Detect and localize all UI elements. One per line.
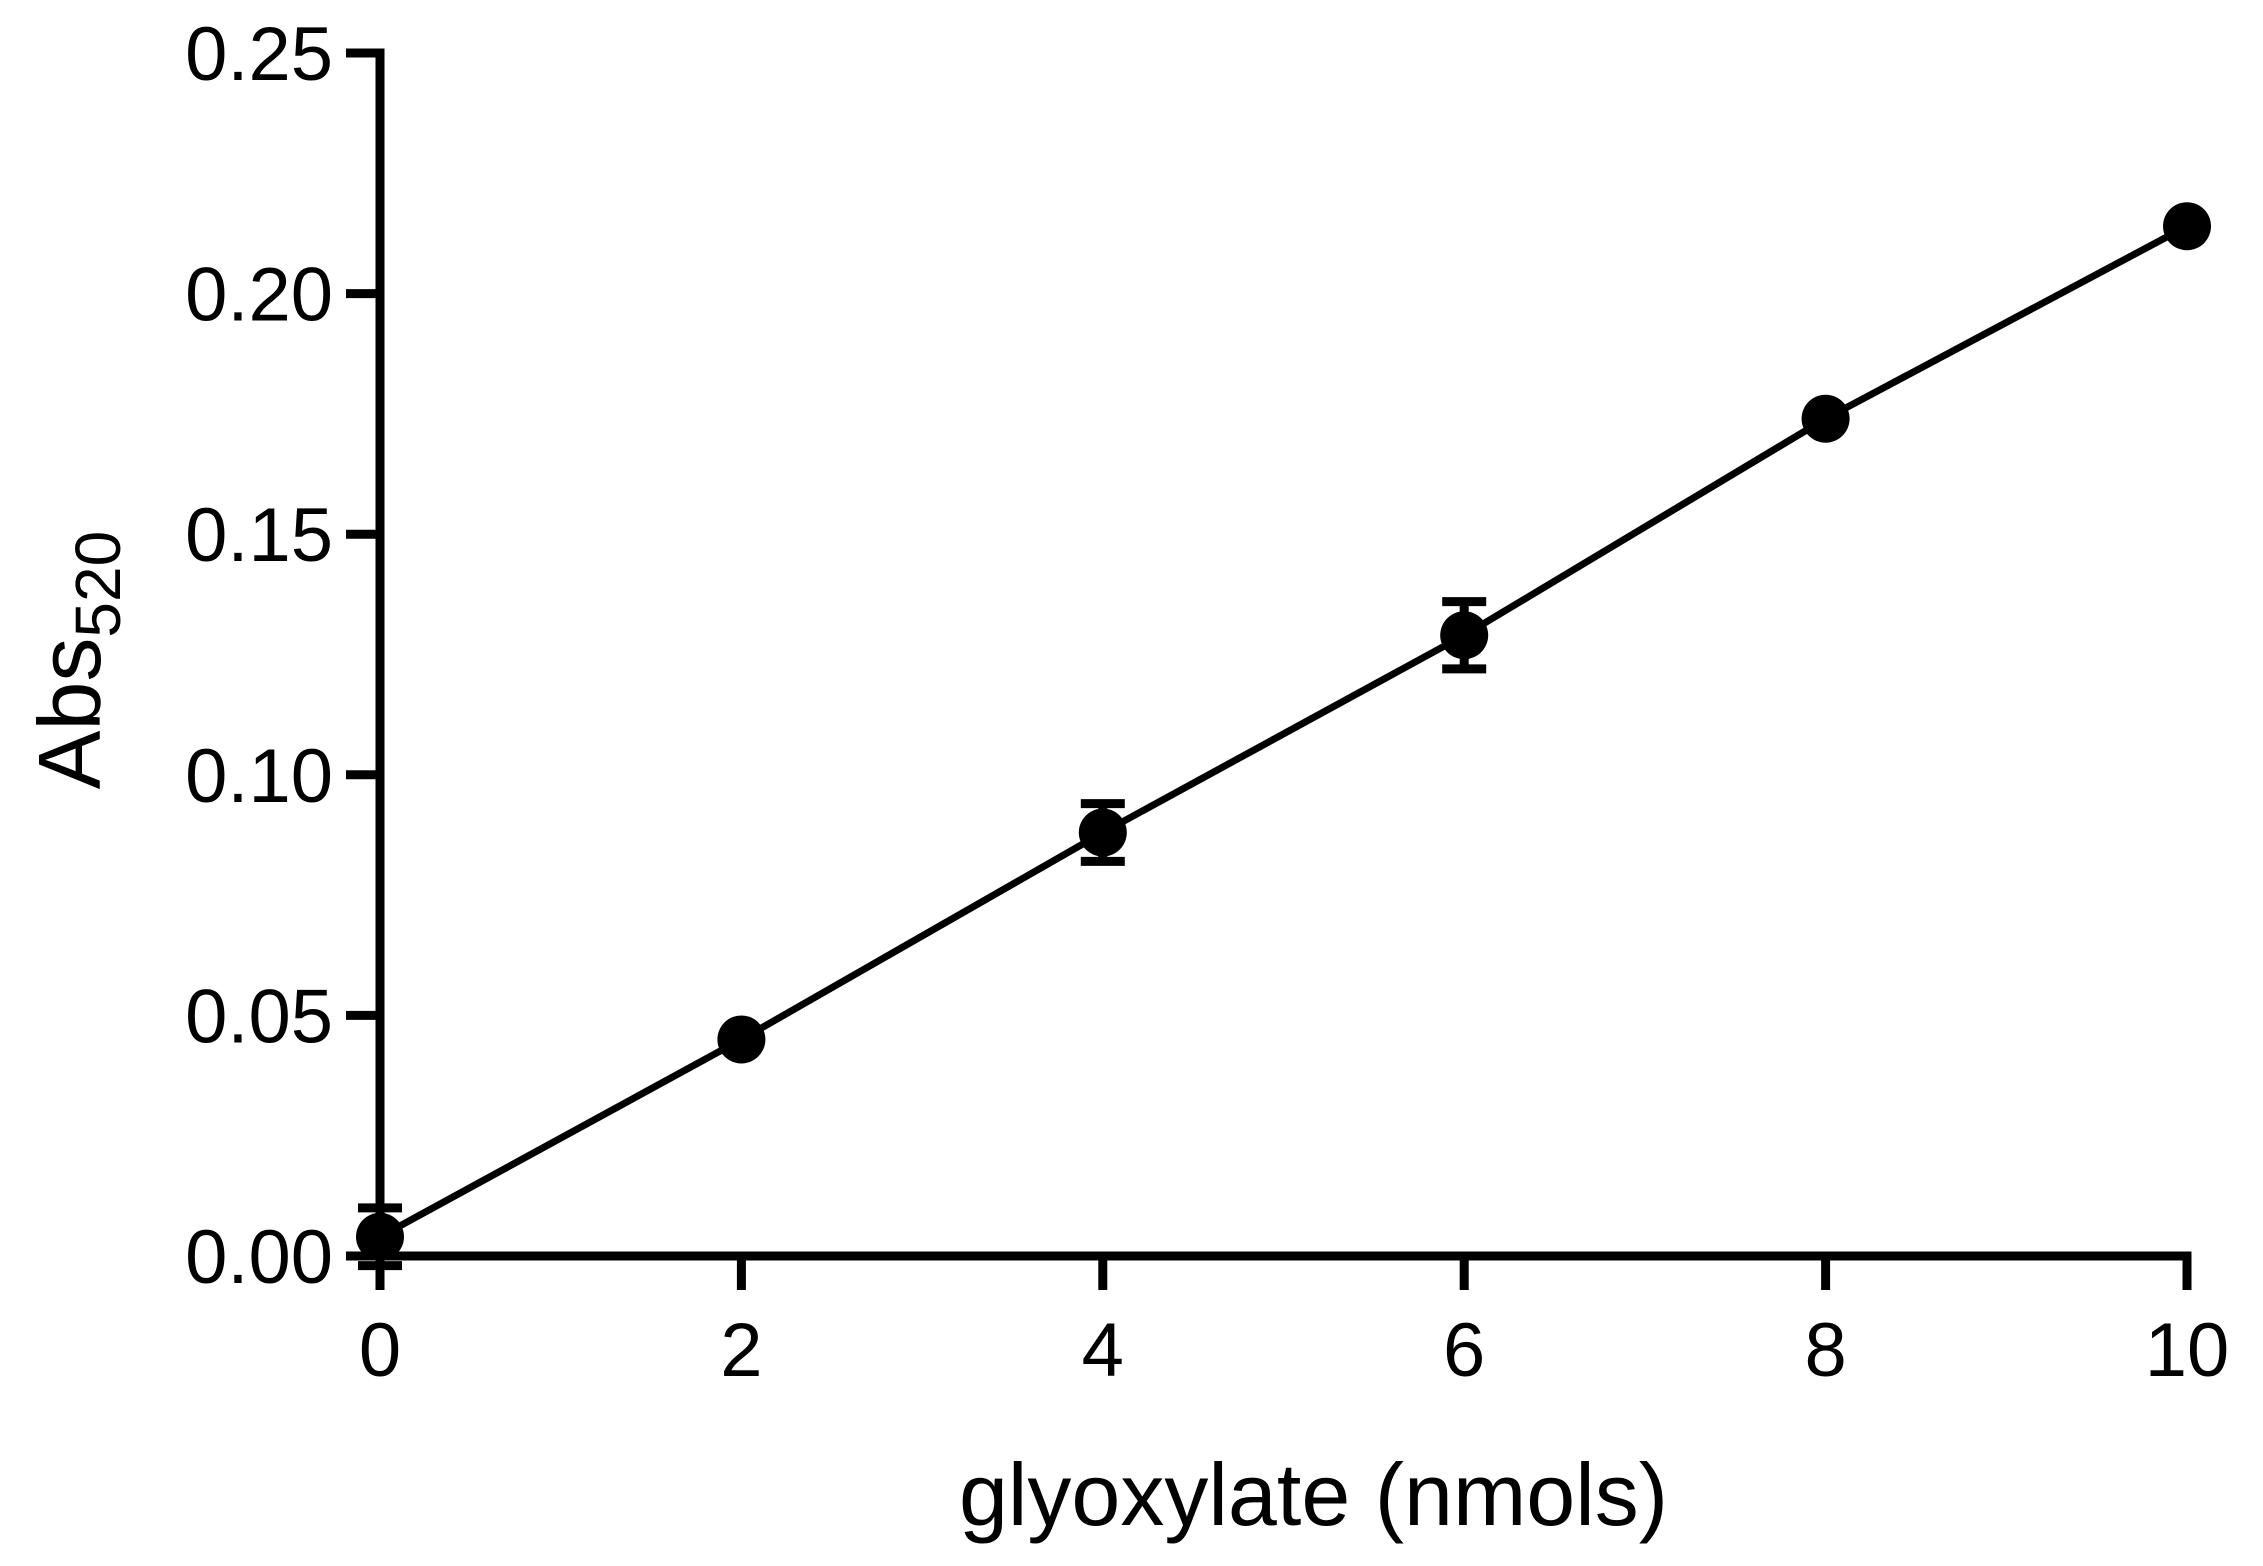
data-point [2163, 202, 2211, 251]
y-tick-label: 0.00 [185, 1215, 333, 1300]
data-point [1440, 611, 1489, 660]
y-axis-title: Abs520 [20, 531, 134, 789]
axes [375, 48, 2192, 1261]
y-axis-title-subscript: 520 [62, 531, 134, 638]
series-line [378, 223, 2189, 1240]
x-tick-label: 6 [1443, 1308, 1485, 1393]
y-axis-title-main: Abs [20, 638, 119, 790]
data-point [1801, 394, 1850, 443]
x-tick-label: 0 [359, 1308, 401, 1393]
x-ticks: 0 2 4 6 8 10 [359, 1256, 2229, 1393]
y-tick-label: 0.10 [185, 734, 333, 819]
data-point [1078, 808, 1127, 857]
x-tick-label: 2 [720, 1308, 762, 1393]
data-point [356, 1212, 404, 1261]
x-tick-label: 10 [2145, 1308, 2230, 1393]
y-ticks: 0.00 0.05 0.10 0.15 0.20 0.25 [185, 12, 380, 1300]
x-tick-label: 8 [1804, 1308, 1846, 1393]
x-axis-title: glyoxylate (nmols) [959, 1445, 1668, 1544]
y-tick-label: 0.15 [185, 493, 333, 578]
data-point [717, 1015, 766, 1064]
y-tick-label: 0.25 [185, 12, 333, 97]
y-tick-label: 0.05 [185, 974, 333, 1059]
x-tick-label: 4 [1082, 1308, 1124, 1393]
y-tick-label: 0.20 [185, 253, 333, 338]
plot-series [356, 202, 2211, 1271]
